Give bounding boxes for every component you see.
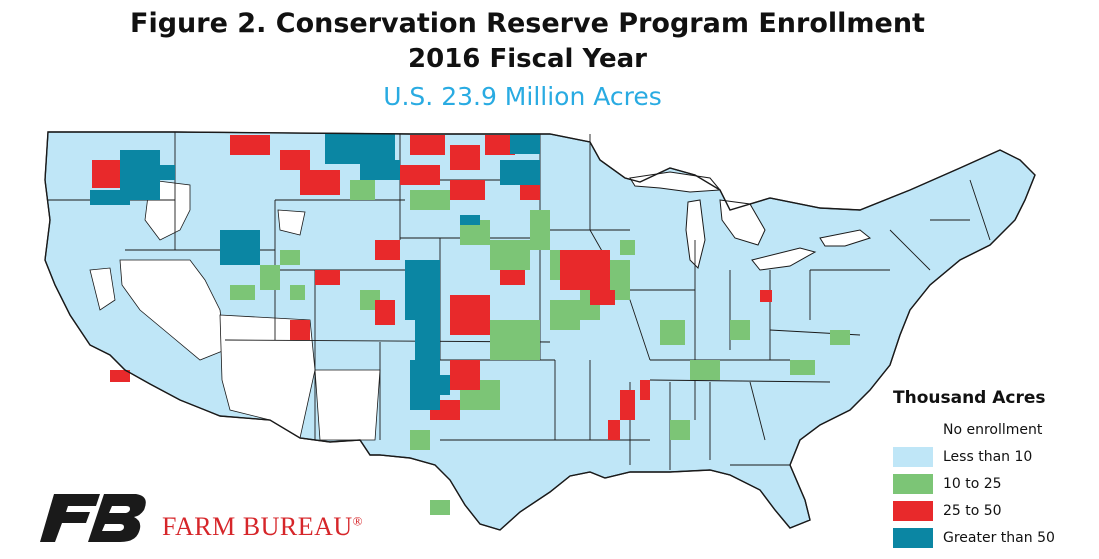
legend-title: Thousand Acres: [893, 388, 1046, 408]
legend-label: Greater than 50: [943, 529, 1055, 546]
brand-name: FARM BUREAU®: [162, 512, 364, 541]
figure-title: Figure 2. Conservation Reserve Program E…: [130, 8, 925, 39]
legend-swatch: [893, 419, 933, 440]
farm-bureau-brand: FARM BUREAU®: [40, 492, 363, 544]
great-lakes: [629, 171, 872, 271]
fb-logo-icon: [40, 494, 146, 542]
legend-swatch: [893, 500, 933, 521]
legend-swatch: [893, 527, 933, 548]
legend-item-less-than-10: Less than 10: [893, 443, 1093, 470]
legend-item-10-to-25: 10 to 25: [893, 470, 1093, 497]
legend-label: Less than 10: [943, 448, 1033, 465]
enrollment-25-50: [92, 135, 772, 440]
figure-year: 2016 Fiscal Year: [408, 44, 647, 74]
legend-swatch: [893, 446, 933, 467]
legend-item-25-to-50: 25 to 50: [893, 497, 1093, 524]
enrollment-over-50: [90, 134, 540, 410]
legend-label: 25 to 50: [943, 502, 1002, 519]
legend-item-no-enrollment: No enrollment: [893, 416, 1093, 443]
figure-subtitle: U.S. 23.9 Million Acres: [383, 82, 662, 111]
legend-label: No enrollment: [943, 421, 1043, 438]
us-outline: [44, 131, 1036, 531]
map-legend: Thousand Acres No enrollment Less than 1…: [893, 388, 1093, 551]
enrollment-10-25: [230, 180, 850, 515]
legend-label: 10 to 25: [943, 475, 1002, 492]
us-county-map: [44, 131, 1036, 531]
legend-swatch: [893, 473, 933, 494]
legend-item-greater-than-50: Greater than 50: [893, 524, 1093, 551]
